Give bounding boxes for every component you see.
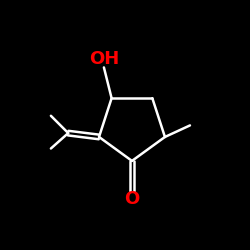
Text: O: O: [124, 190, 140, 208]
Text: OH: OH: [89, 50, 119, 68]
